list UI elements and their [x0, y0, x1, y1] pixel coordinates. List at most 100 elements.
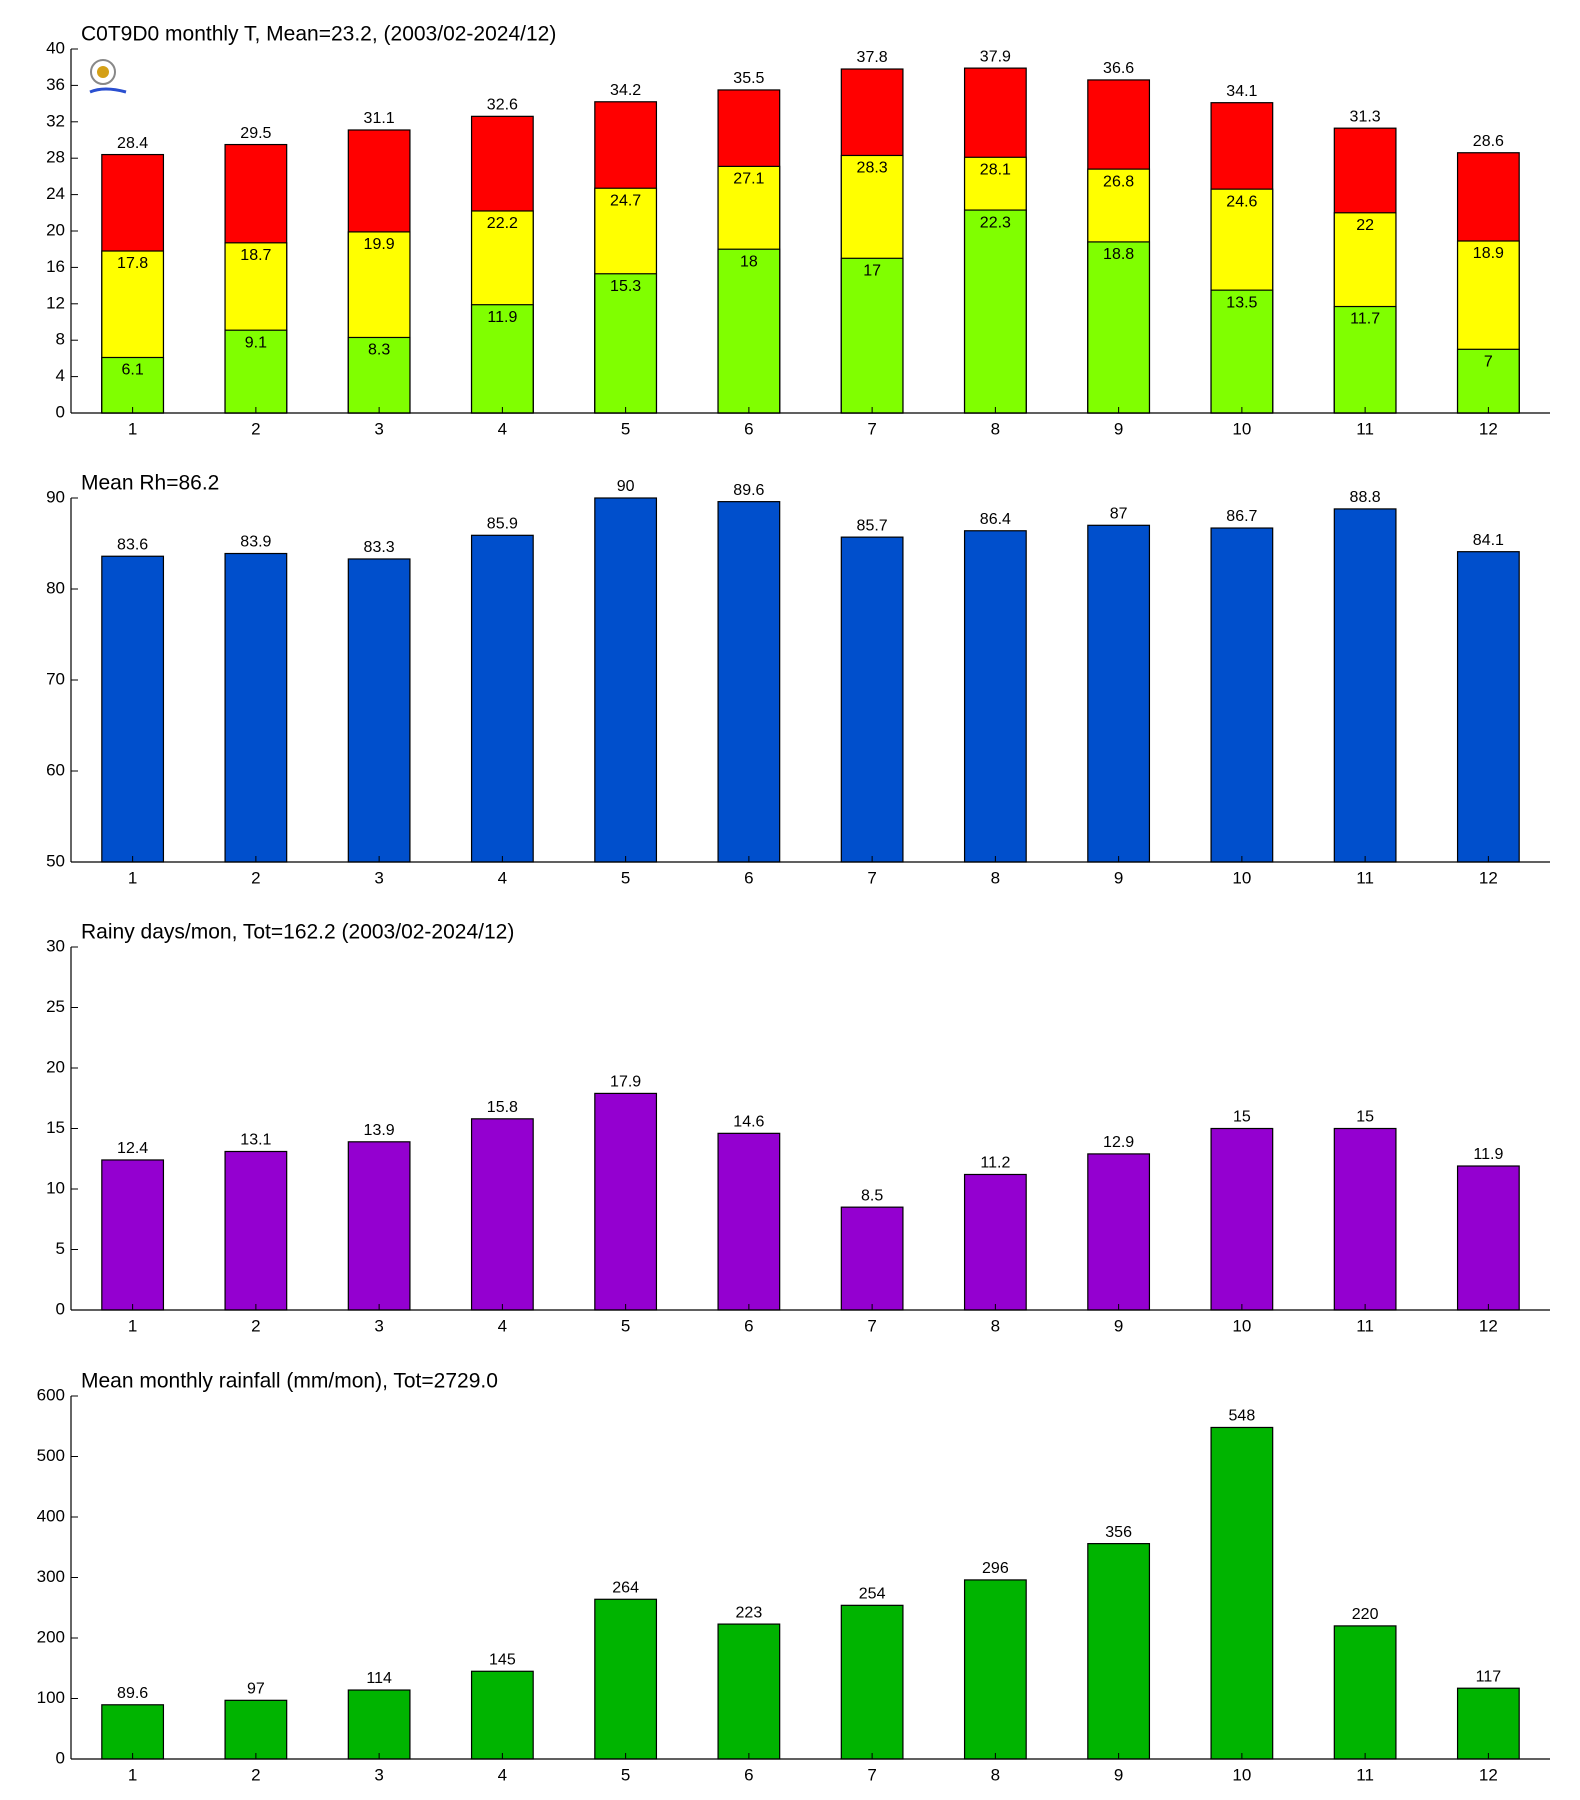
- value-label: 37.8: [857, 49, 888, 66]
- y-tick-label: 15: [46, 1118, 65, 1137]
- chart-title: Mean Rh=86.2: [81, 472, 219, 495]
- value-label: 22: [1356, 217, 1374, 234]
- value-label: 15: [1356, 1109, 1374, 1126]
- value-label: 85.7: [857, 517, 888, 534]
- x-tick-label: 8: [991, 868, 1000, 887]
- value-label: 83.3: [364, 539, 395, 556]
- value-label: 22.3: [980, 214, 1011, 231]
- value-label: 24.6: [1226, 193, 1257, 210]
- value-label: 89.6: [733, 482, 764, 499]
- x-tick-label: 1: [128, 1765, 137, 1784]
- x-tick-label: 12: [1479, 1316, 1498, 1335]
- x-tick-label: 5: [621, 1765, 630, 1784]
- x-tick-label: 7: [867, 868, 876, 887]
- bar: [1333, 1127, 1397, 1311]
- y-tick-label: 5: [56, 1239, 65, 1258]
- y-tick-label: 60: [46, 760, 65, 779]
- value-label: 296: [982, 1560, 1009, 1577]
- value-label: 36.6: [1103, 60, 1134, 77]
- bar: [594, 1598, 658, 1760]
- y-tick-label: 50: [46, 851, 65, 870]
- value-label: 34.1: [1226, 83, 1257, 100]
- value-label: 83.9: [240, 534, 271, 551]
- bar: [1456, 1687, 1520, 1760]
- value-label: 24.7: [610, 192, 641, 209]
- y-tick-label: 24: [46, 184, 65, 203]
- x-tick-label: 8: [991, 1765, 1000, 1784]
- bar: [224, 329, 288, 414]
- x-tick-label: 11: [1356, 1765, 1374, 1784]
- bar: [224, 1699, 288, 1760]
- value-label: 28.6: [1473, 133, 1504, 150]
- bar: [717, 1623, 781, 1760]
- bar: [1087, 241, 1151, 414]
- x-tick-label: 4: [498, 868, 507, 887]
- x-tick-label: 2: [251, 1765, 260, 1784]
- x-tick-label: 2: [251, 868, 260, 887]
- x-tick-label: 5: [621, 419, 630, 438]
- value-label: 22.2: [487, 215, 518, 232]
- bar: [840, 1604, 904, 1760]
- value-label: 32.6: [487, 97, 518, 114]
- x-tick-label: 3: [374, 1765, 383, 1784]
- bar: [1456, 1165, 1520, 1311]
- value-label: 254: [859, 1586, 886, 1603]
- value-label: 87: [1110, 506, 1128, 523]
- value-label: 18.8: [1103, 246, 1134, 263]
- bar: [594, 1092, 658, 1311]
- logo: [89, 59, 127, 94]
- value-label: 548: [1229, 1408, 1256, 1425]
- bar: [1087, 524, 1151, 863]
- chart-title: Mean monthly rainfall (mm/mon), Tot=2729…: [81, 1370, 498, 1393]
- y-tick-label: 28: [46, 148, 65, 167]
- value-label: 28.1: [980, 162, 1011, 179]
- value-label: 28.3: [857, 160, 888, 177]
- y-tick-label: 0: [56, 1748, 65, 1767]
- chart-title: Rainy days/mon, Tot=162.2 (2003/02-2024/…: [81, 921, 514, 944]
- x-tick-label: 4: [498, 1316, 507, 1335]
- y-tick-label: 16: [46, 257, 65, 276]
- value-label: 13.5: [1226, 294, 1257, 311]
- y-tick-label: 500: [37, 1446, 65, 1465]
- value-label: 15.3: [610, 278, 641, 295]
- value-label: 15: [1233, 1109, 1251, 1126]
- value-label: 8.3: [368, 342, 390, 359]
- value-label: 86.7: [1226, 508, 1257, 525]
- y-tick-label: 200: [37, 1627, 65, 1646]
- x-tick-label: 5: [621, 1316, 630, 1335]
- y-tick-label: 25: [46, 997, 65, 1016]
- x-tick-label: 12: [1479, 1765, 1498, 1784]
- value-label: 89.6: [117, 1685, 148, 1702]
- y-tick-label: 12: [46, 293, 65, 312]
- bar: [963, 1579, 1027, 1760]
- bar: [1333, 1625, 1397, 1760]
- x-tick-label: 2: [251, 419, 260, 438]
- x-tick-label: 1: [128, 868, 137, 887]
- value-label: 35.5: [733, 70, 764, 87]
- value-label: 29.5: [240, 125, 271, 142]
- bar: [101, 1704, 165, 1760]
- bar: [1087, 1543, 1151, 1760]
- x-tick-label: 4: [498, 1765, 507, 1784]
- bar: [1210, 289, 1274, 414]
- bar: [963, 530, 1027, 863]
- bar: [1210, 527, 1274, 863]
- value-label: 8.5: [861, 1187, 883, 1204]
- y-tick-label: 36: [46, 75, 65, 94]
- bar: [717, 248, 781, 414]
- value-label: 9.1: [245, 334, 267, 351]
- x-tick-label: 12: [1479, 419, 1498, 438]
- value-label: 26.8: [1103, 173, 1134, 190]
- y-tick-label: 90: [46, 487, 65, 506]
- value-label: 11.2: [980, 1155, 1010, 1172]
- bar: [347, 1689, 411, 1760]
- value-label: 220: [1352, 1606, 1379, 1623]
- bar: [1087, 1153, 1151, 1311]
- x-tick-label: 11: [1356, 419, 1374, 438]
- value-label: 86.4: [980, 511, 1011, 528]
- value-label: 264: [612, 1579, 639, 1596]
- value-label: 18: [740, 253, 758, 270]
- x-tick-label: 10: [1232, 1316, 1251, 1335]
- bar: [224, 552, 288, 863]
